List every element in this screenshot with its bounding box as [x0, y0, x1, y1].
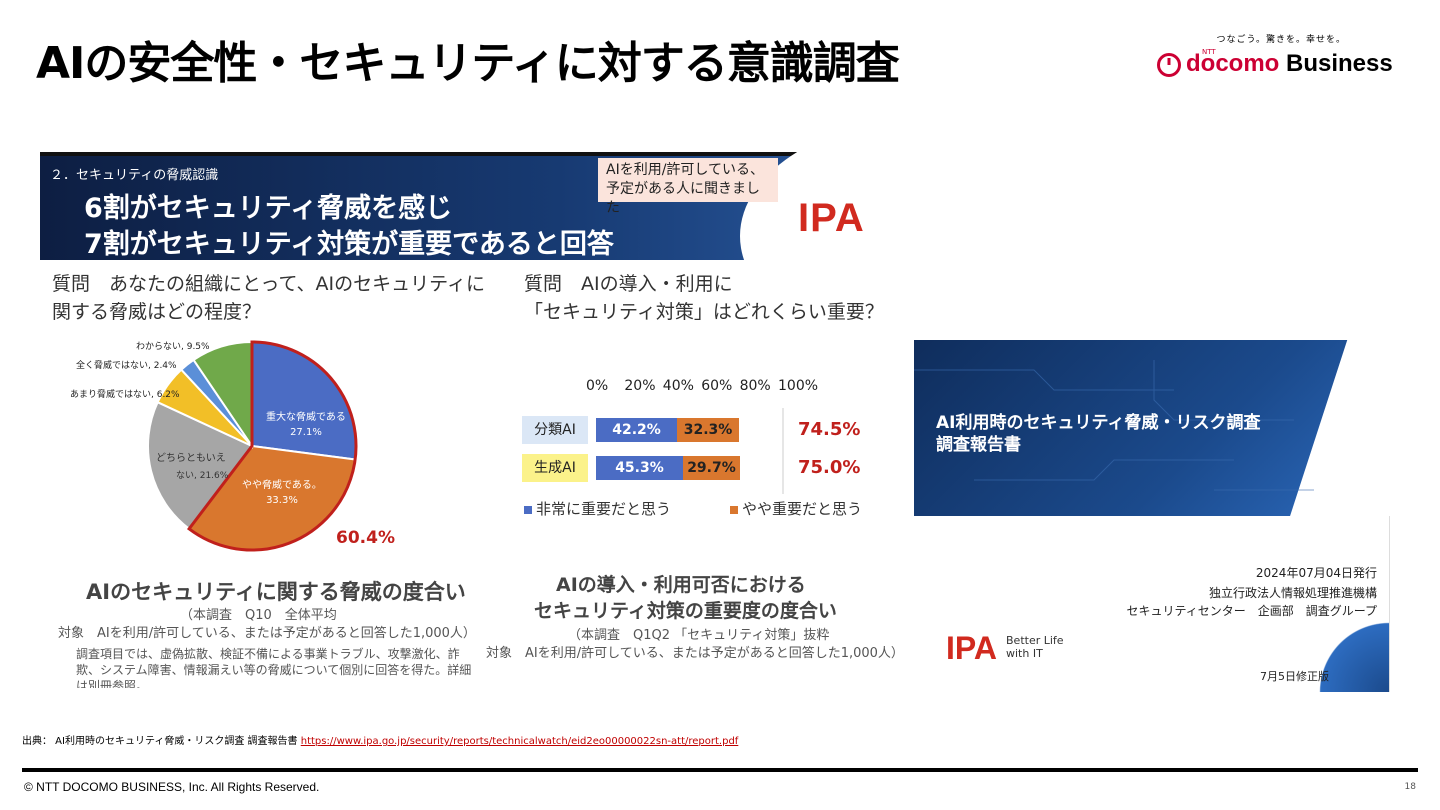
source-citation: 出典： AI利用時のセキュリティ脅威・リスク調査 調査報告書 https://w… — [22, 732, 738, 747]
cover-org-1: 独立行政法人情報処理推進機構 — [1208, 586, 1377, 600]
pie-caption-note: 調査項目では、虚偽拡散、検証不備による事業トラブル、攻撃激化、詐 欺、システム障… — [76, 647, 472, 688]
bar-axis-tick: 100% — [778, 378, 819, 394]
source-link[interactable]: https://www.ipa.go.jp/security/reports/t… — [300, 736, 739, 747]
pie-slice — [251, 340, 357, 461]
bar-legend-somewhat: やや重要だと思う — [730, 498, 862, 519]
bar-axis-tick: 60% — [701, 378, 733, 394]
pie-svg — [147, 340, 358, 552]
ipa-logo: IPA — [798, 196, 865, 240]
pie-highlight-total: 60.4% — [336, 528, 395, 548]
bar-divider — [782, 408, 784, 494]
logo-tagline: つなごう。驚きを。幸せを。 — [1216, 35, 1346, 45]
bar-category: 生成AI — [522, 454, 588, 482]
bar-caption-1: AIの導入・利用可否における — [556, 574, 806, 596]
section-label: ２．セキュリティの脅威認識 — [50, 168, 219, 183]
pie-label-neutral-b: ない, 21.6% — [176, 471, 229, 481]
question-1: 質問 あなたの組織にとって、AIのセキュリティに 関する脅威はどの程度？ — [52, 273, 485, 323]
logo-business: Business — [1279, 50, 1393, 77]
bar-axis-tick: 0% — [586, 378, 609, 394]
question-2: 質問 AIの導入・利用に 「セキュリティ対策」はどれくらい重要？ — [524, 273, 884, 323]
pie-slice — [147, 400, 254, 531]
bar-axis-tick: 20% — [624, 378, 656, 394]
pie-label-somewhat: やや脅威である。 33.3% — [242, 480, 322, 506]
bar-total: 74.5% — [798, 419, 861, 440]
bar-total: 75.0% — [798, 457, 861, 478]
bar-caption-sub2: 対象 AIを利用/許可している、または予定があると回答した1,000人） — [486, 646, 904, 661]
footer-rule — [22, 768, 1418, 772]
page-number: 18 — [1404, 782, 1416, 792]
report-cover: AI利用時のセキュリティ脅威・リスク調査 調査報告書 2024年07月04日発行… — [914, 340, 1390, 692]
bar-caption-sub1: （本調査 Q1Q2 「セキュリティ対策」抜粋 — [568, 628, 830, 643]
cover-title-2: 調査報告書 — [936, 435, 1021, 455]
cover-tagline: Better Life with IT — [1006, 634, 1064, 660]
headline-2: 7割がセキュリティ対策が重要であると回答 — [84, 229, 614, 260]
pie-label-serious: 重大な脅威である 27.1% — [266, 412, 346, 438]
bar-segment-somewhat: 32.3% — [677, 418, 740, 442]
pie-caption-sub1: （本調査 Q10 全体平均 — [180, 608, 337, 623]
bar-segment-very: 42.2% — [596, 418, 678, 442]
docomo-business-logo: つなごう。驚きを。幸せを。 NTT docomo Business — [1156, 30, 1416, 82]
respondent-note: AIを利用/許可している、 予定がある人に聞きました — [598, 158, 778, 216]
docomo-circle-icon — [1157, 53, 1181, 77]
pie-highlight-outline — [186, 340, 358, 552]
slide-title: AIの安全性・セキュリティに対する意識調査 — [36, 38, 900, 89]
cover-date: 2024年07月04日発行 — [1255, 566, 1377, 580]
copyright: © NTT DOCOMO BUSINESS, Inc. All Rights R… — [24, 780, 320, 794]
figure-banner: ２．セキュリティの脅威認識 6割がセキュリティ脅威を感じ 7割がセキュリティ対策… — [40, 152, 904, 356]
pie-caption-sub2: 対象 AIを利用/許可している、または予定があると回答した1,000人） — [58, 626, 476, 641]
bar-category: 分類AI — [522, 416, 588, 444]
cover-ipa-logo: IPA — [946, 630, 997, 666]
cover-title-1: AI利用時のセキュリティ脅威・リスク調査 — [936, 413, 1261, 433]
cover-revision: 7月5日修正版 — [1260, 670, 1329, 683]
pie-label-not-much: あまり脅威ではない, 6.2% — [70, 390, 180, 400]
bar-axis-tick: 80% — [739, 378, 771, 394]
pie-label-not-at-all: 全く脅威ではない, 2.4% — [76, 361, 177, 371]
pie-chart — [136, 336, 366, 556]
bar-axis-tick: 40% — [662, 378, 694, 394]
cover-banner: AI利用時のセキュリティ脅威・リスク調査 調査報告書 — [914, 340, 1390, 516]
pie-label-neutral-a: どちらともいえ — [156, 453, 226, 464]
logo-wordmark: docomo Business — [1186, 50, 1393, 78]
bar-segment-very: 45.3% — [596, 456, 683, 480]
pie-caption: AIのセキュリティに関する脅威の度合い — [86, 580, 466, 604]
pie-label-unknown: わからない, 9.5% — [136, 342, 210, 352]
ipa-survey-figure: ２．セキュリティの脅威認識 6割がセキュリティ脅威を感じ 7割がセキュリティ対策… — [40, 152, 904, 688]
source-text: 出典： AI利用時のセキュリティ脅威・リスク調査 調査報告書 — [22, 736, 298, 747]
cover-org-2: セキュリティセンター 企画部 調査グループ — [1126, 604, 1377, 618]
bar-segment-somewhat: 29.7% — [682, 456, 740, 480]
headline-1: 6割がセキュリティ脅威を感じ — [84, 193, 453, 224]
bar-legend-very: 非常に重要だと思う — [524, 498, 671, 519]
logo-ntt: NTT — [1202, 48, 1216, 56]
circuit-pattern — [914, 360, 1314, 491]
bar-caption-2: セキュリティ対策の重要度の度合い — [534, 600, 837, 622]
logo-docomo: docomo — [1186, 50, 1280, 77]
